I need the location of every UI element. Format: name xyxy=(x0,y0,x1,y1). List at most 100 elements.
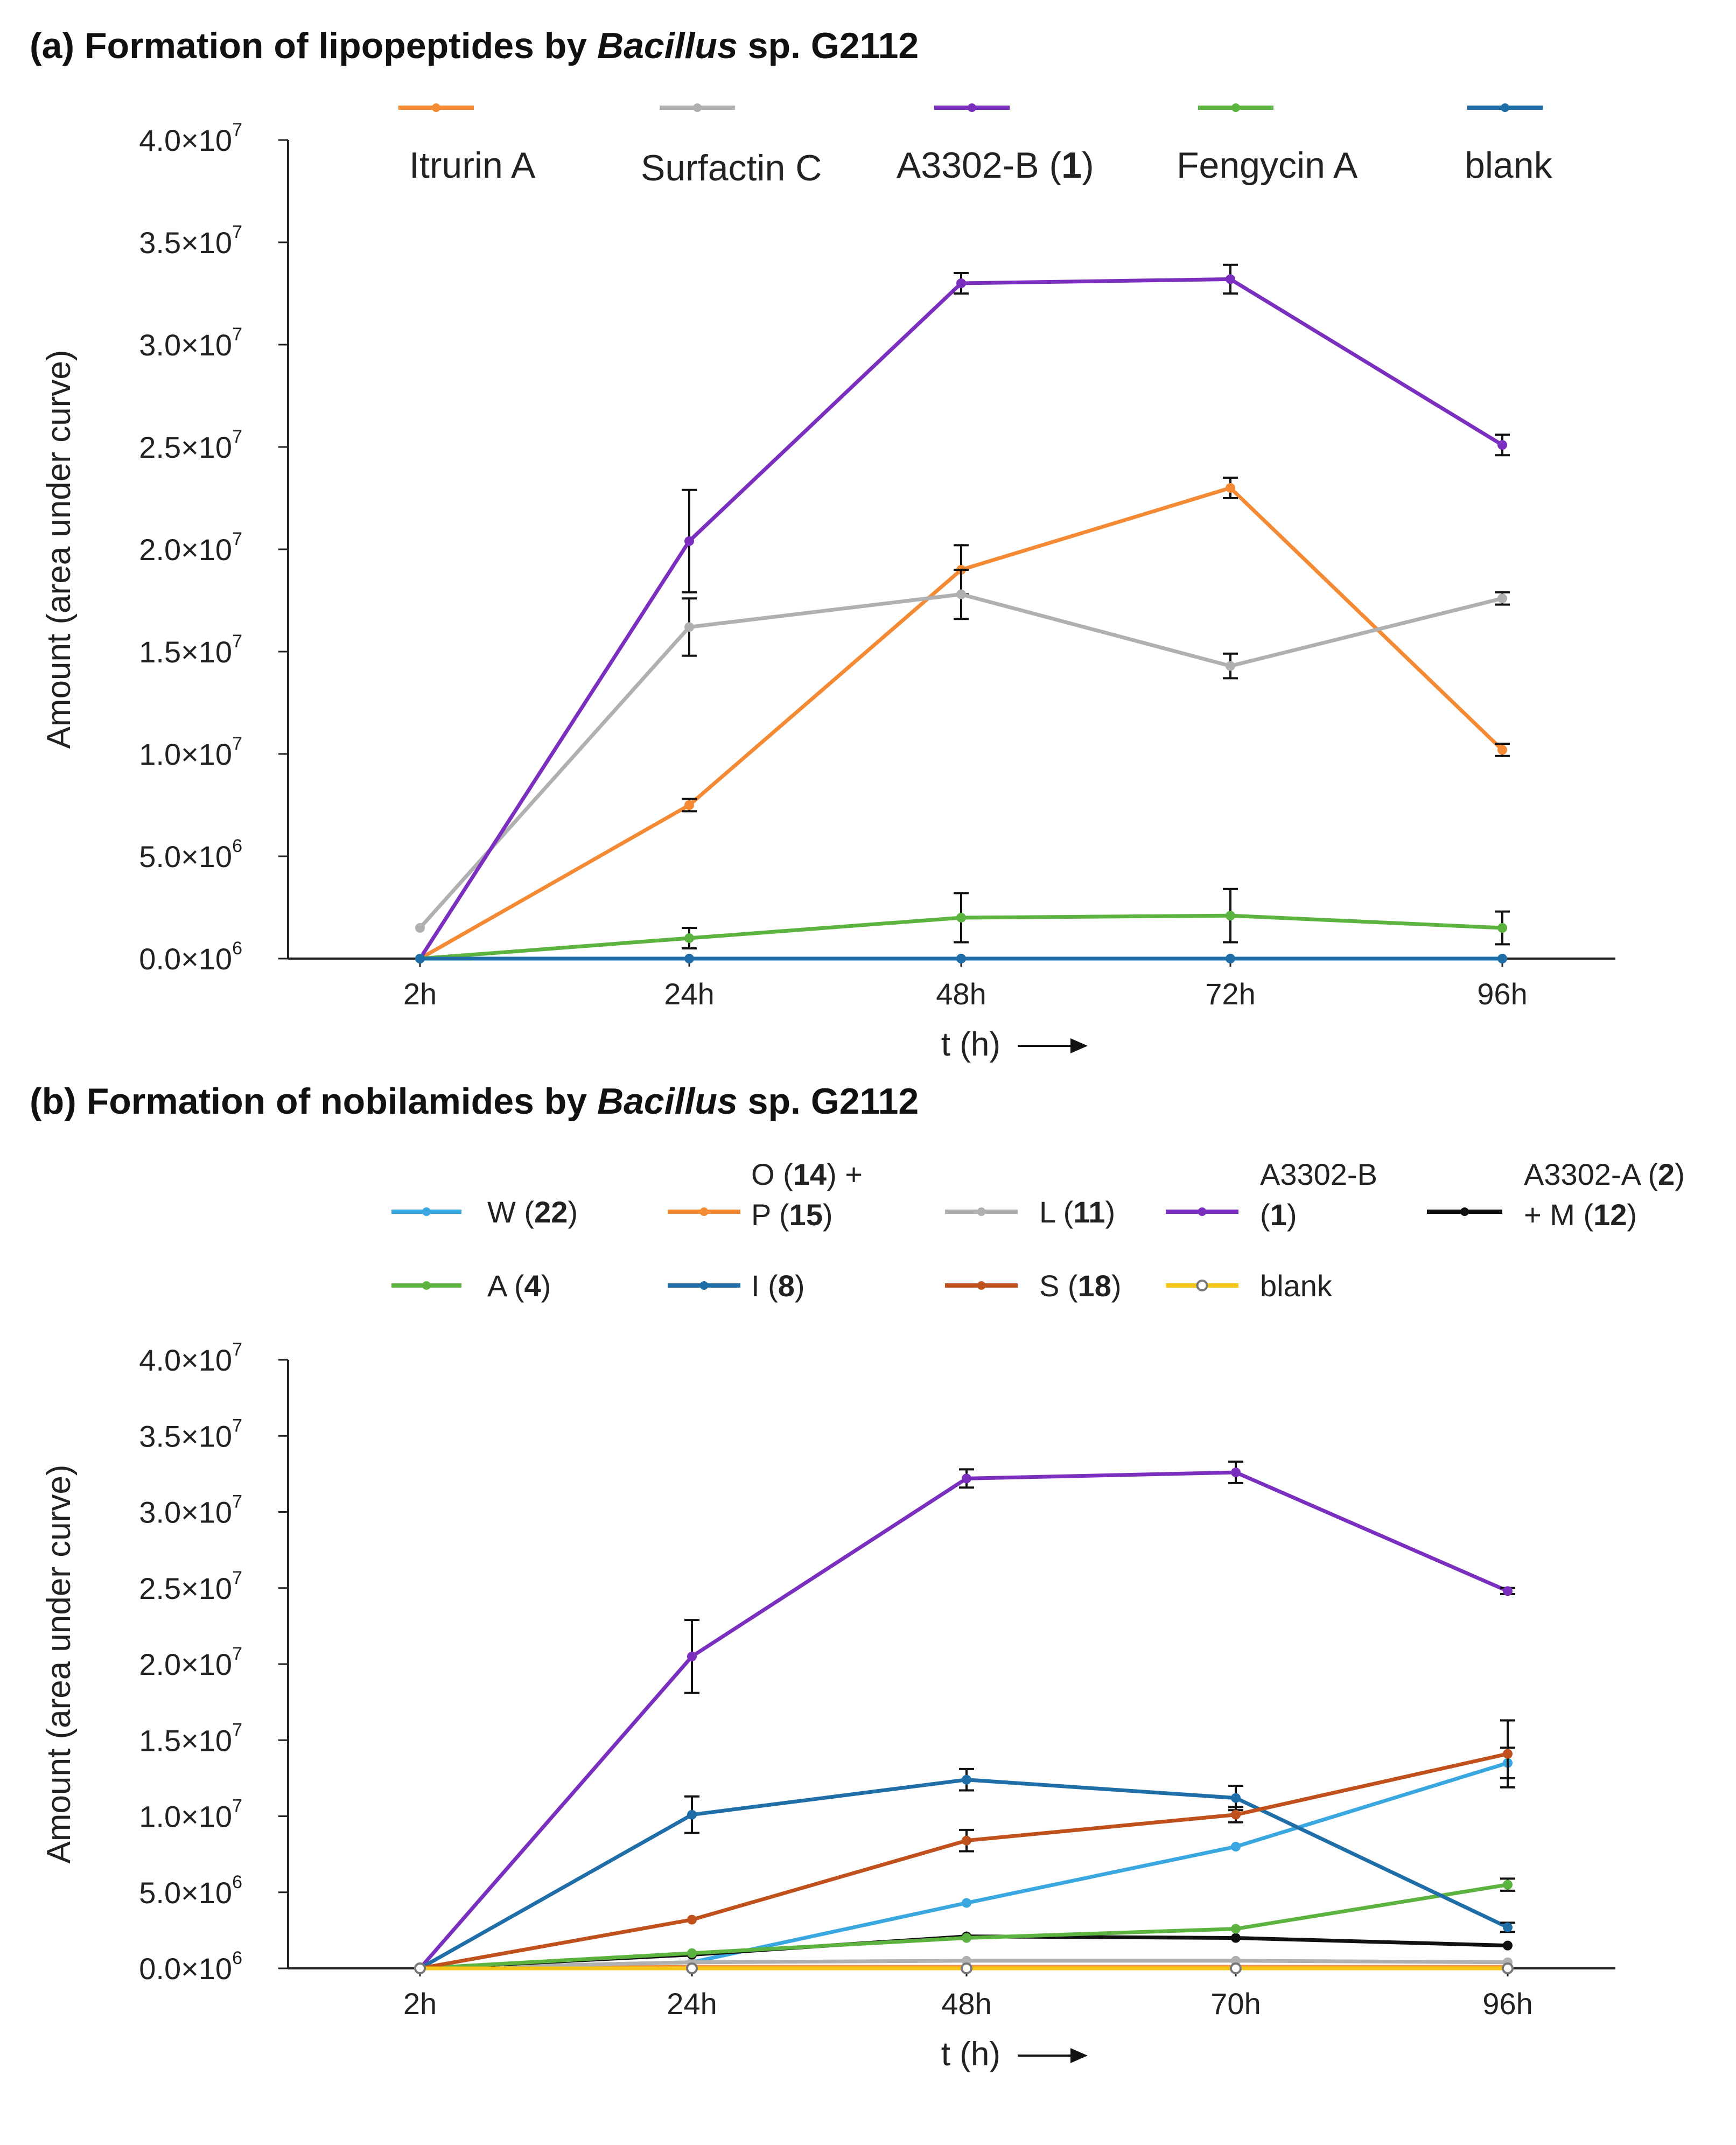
data-point xyxy=(1497,745,1507,755)
legend-label: A3302-B xyxy=(1260,1157,1377,1191)
legend-marker xyxy=(699,1281,709,1290)
data-point xyxy=(686,1962,698,1974)
y-tick-label: 2.0×107 xyxy=(139,529,242,567)
data-point xyxy=(1497,593,1507,604)
panel-a: (a) Formation of lipopeptides by Bacillu… xyxy=(30,25,1615,1063)
legend-label: S (18) xyxy=(1039,1269,1122,1303)
data-point xyxy=(1497,923,1507,933)
data-point xyxy=(962,1898,971,1908)
legend-marker xyxy=(699,1207,709,1216)
legend-entry-fengycin-a: Fengycin A xyxy=(1177,103,1358,186)
data-point xyxy=(956,954,966,963)
series-itrurin-a xyxy=(415,477,1510,963)
legend-entry-l-11: L (11) xyxy=(945,1195,1115,1229)
legend-marker xyxy=(422,1281,431,1290)
y-tick-label: 4.0×107 xyxy=(139,1339,242,1377)
x-axis-label: t (h) xyxy=(941,2036,1000,2073)
y-tick-label: 2.0×107 xyxy=(139,1644,242,1681)
legend-entry-itrurin-a: Itrurin A xyxy=(398,103,536,186)
data-point xyxy=(684,536,694,546)
data-point xyxy=(1226,483,1235,493)
y-axis-label: Amount (area under curve) xyxy=(40,350,78,749)
series-blank xyxy=(415,954,1507,963)
data-point xyxy=(414,1962,426,1974)
x-tick-label: 24h xyxy=(664,977,714,1011)
data-point xyxy=(962,1774,971,1785)
legend-label: A3302-A (2) xyxy=(1524,1157,1685,1191)
data-point xyxy=(1503,1749,1513,1759)
y-tick-label: 1.5×107 xyxy=(139,1720,242,1757)
legend-entry-surfactin-c: Surfactin C xyxy=(641,103,822,188)
y-tick-label: 3.0×107 xyxy=(139,1492,242,1529)
y-tick-label: 3.0×107 xyxy=(139,324,242,362)
y-tick-label: 2.5×107 xyxy=(139,1568,242,1605)
data-point xyxy=(684,933,694,943)
legend-marker xyxy=(693,103,702,112)
legend-label: Itrurin A xyxy=(409,145,536,186)
series-i-8 xyxy=(415,1767,1515,1973)
legend-marker xyxy=(1501,103,1509,112)
x-axis-label: t (h) xyxy=(941,1026,1000,1063)
x-tick-label: 48h xyxy=(936,977,986,1011)
data-point xyxy=(1497,440,1507,450)
data-point xyxy=(687,1809,697,1820)
data-point xyxy=(684,622,694,632)
y-tick-label: 0.0×106 xyxy=(139,938,242,976)
legend-marker xyxy=(432,103,440,112)
data-point xyxy=(1502,1962,1514,1974)
data-point xyxy=(687,1915,697,1925)
legend-entry-blank: blank xyxy=(1166,1269,1333,1303)
x-tick-label: 96h xyxy=(1482,1987,1532,2021)
chart-title: (a) Formation of lipopeptides by Bacillu… xyxy=(30,25,919,66)
legend-entry-a3302-b-1: A3302-B (1) xyxy=(1166,1157,1377,1232)
series-surfactin-c xyxy=(415,569,1510,933)
data-point xyxy=(1226,274,1235,284)
legend-entry-a-4: A (4) xyxy=(391,1269,551,1303)
x-tick-label: 72h xyxy=(1205,977,1255,1011)
y-tick-label: 1.0×107 xyxy=(139,733,242,771)
legend-label: P (15) xyxy=(751,1198,833,1232)
legend-label: blank xyxy=(1465,145,1553,186)
data-point xyxy=(1503,1940,1513,1951)
x-axis-arrow-icon xyxy=(1070,1038,1088,1053)
series-line xyxy=(418,592,1503,930)
data-point xyxy=(1226,954,1235,963)
data-point xyxy=(1231,1468,1241,1478)
data-point xyxy=(1503,1586,1513,1596)
legend-entry-i-8: I (8) xyxy=(668,1269,805,1303)
data-point xyxy=(961,1962,972,1974)
data-point xyxy=(1231,1924,1241,1934)
data-point xyxy=(1503,1880,1513,1890)
data-point xyxy=(1226,661,1235,671)
y-tick-label: 2.5×107 xyxy=(139,427,242,464)
y-tick-label: 0.0×106 xyxy=(139,1948,242,1986)
y-tick-label: 5.0×106 xyxy=(139,836,242,874)
series-fengycin-a xyxy=(415,888,1510,963)
data-point xyxy=(1497,954,1507,963)
series-a3302-b-1 xyxy=(415,1461,1515,1973)
x-axis-arrow-icon xyxy=(1070,2048,1088,2063)
legend-label: W (22) xyxy=(487,1195,578,1229)
legend-label: blank xyxy=(1260,1269,1333,1303)
panel-b: (b) Formation of nobilamides by Bacillus… xyxy=(30,1081,1685,2073)
legend-marker xyxy=(422,1207,431,1216)
chart-title: (b) Formation of nobilamides by Bacillus… xyxy=(30,1081,919,1122)
data-point xyxy=(1231,1809,1241,1820)
data-point xyxy=(687,1651,697,1661)
legend-entry-s-18: S (18) xyxy=(945,1269,1122,1303)
series-blank xyxy=(414,1962,1514,1974)
x-tick-label: 24h xyxy=(667,1987,717,2021)
legend-marker xyxy=(1198,1207,1207,1216)
data-point xyxy=(1503,1922,1513,1932)
legend-label: O (14) + xyxy=(751,1157,863,1191)
legend-marker xyxy=(968,103,976,112)
x-tick-label: 70h xyxy=(1210,1987,1261,2021)
series-line xyxy=(419,1883,1508,1971)
y-tick-label: 1.0×107 xyxy=(139,1796,242,1834)
legend-marker xyxy=(1196,1280,1208,1291)
legend-label: Surfactin C xyxy=(641,148,822,188)
legend-label: I (8) xyxy=(751,1269,805,1303)
data-point xyxy=(415,954,425,963)
x-tick-label: 96h xyxy=(1477,977,1527,1011)
